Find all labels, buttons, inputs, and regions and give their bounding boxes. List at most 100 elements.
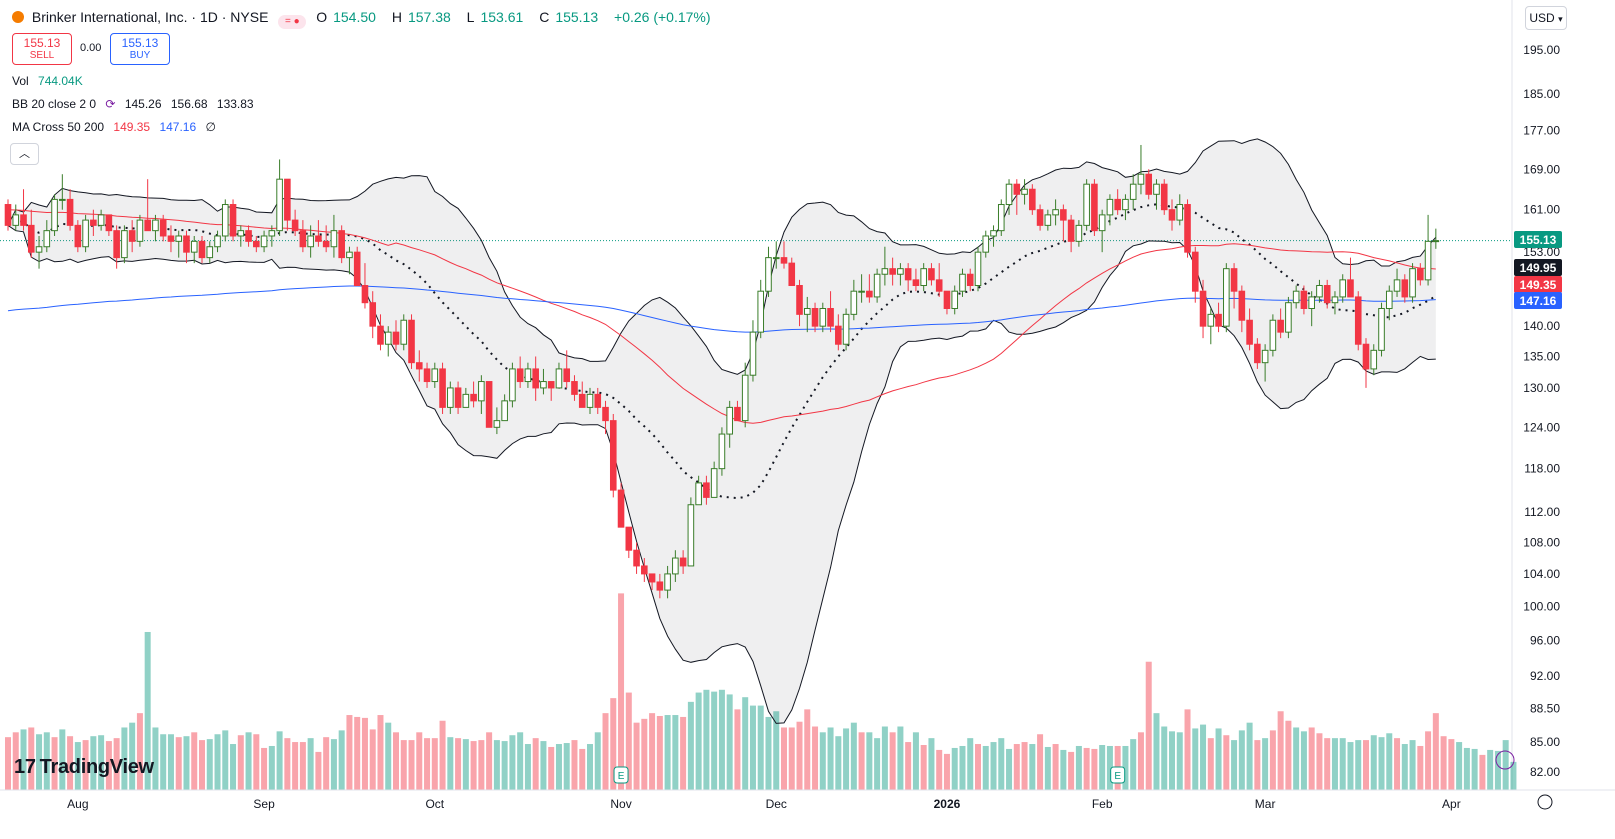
candle-body: [1339, 279, 1347, 298]
volume-bar: [12, 732, 19, 790]
volume-bar: [447, 737, 454, 790]
volume-bar: [602, 713, 609, 790]
volume-bar: [850, 722, 857, 790]
candle-body: [384, 331, 392, 345]
candle-body: [803, 307, 811, 315]
candle-body: [1277, 319, 1284, 333]
volume-bar: [113, 738, 120, 790]
buy-button[interactable]: 155.13 BUY: [110, 33, 170, 65]
candle-body: [726, 406, 733, 435]
candle-body: [757, 290, 765, 333]
volume-bar: [136, 713, 143, 790]
candle-body: [540, 381, 547, 389]
visibility-toggle-icon[interactable]: = ●: [278, 15, 307, 29]
earnings-marker-label: E: [1114, 771, 1121, 782]
volume-bar: [330, 739, 337, 790]
volume-bar: [237, 735, 244, 790]
price-tick-label: 140.00: [1523, 319, 1560, 333]
candle-body: [1238, 290, 1246, 321]
spread-value: 0.00: [80, 42, 102, 54]
volume-bar: [571, 740, 578, 790]
volume-bar: [354, 716, 361, 790]
candle-body: [617, 489, 625, 528]
candle-body: [1378, 307, 1385, 351]
price-tick-label: 161.00: [1523, 203, 1560, 217]
refresh-icon[interactable]: ⟳: [105, 97, 116, 111]
candle-body: [1122, 198, 1129, 211]
volume-bar: [1339, 738, 1346, 790]
bb-legend[interactable]: BB 20 close 2 0 ⟳ 145.26 156.68 133.83: [12, 97, 260, 111]
price-tick-label: 177.00: [1523, 124, 1560, 138]
candle-body: [710, 468, 718, 498]
volume-bar: [1254, 740, 1261, 790]
volume-bar: [98, 735, 105, 790]
symbol-title[interactable]: Brinker International, Inc. · 1D · NYSE: [31, 9, 269, 25]
volume-legend[interactable]: Vol 744.04K: [12, 74, 89, 88]
candle-body: [625, 526, 633, 551]
close-value: 155.13: [555, 9, 599, 25]
candle-body: [788, 262, 796, 287]
volume-bar: [1308, 727, 1315, 790]
candle-body: [1424, 240, 1432, 281]
volume-bar: [951, 747, 958, 790]
bb-label: BB 20 close 2 0: [12, 97, 97, 111]
volume-bar: [765, 716, 772, 790]
candle-body: [1060, 209, 1067, 221]
volume-bar: [1370, 735, 1377, 790]
ma-cross-legend[interactable]: MA Cross 50 200 149.35 147.16 ∅: [12, 120, 222, 134]
currency-label: USD: [1529, 11, 1555, 25]
bb-basis-price-tag-bg: [1514, 276, 1562, 293]
candle-body: [734, 406, 741, 422]
candle-body: [850, 290, 858, 315]
candle-body: [377, 325, 384, 345]
volume-bar: [1029, 744, 1036, 790]
volume-bar: [897, 726, 904, 790]
collapse-legend-button[interactable]: ︿: [10, 143, 39, 165]
volume-bar: [555, 744, 562, 790]
volume-bar: [548, 746, 555, 790]
price-tick-label: 88.50: [1530, 701, 1560, 715]
volume-bar: [718, 689, 725, 790]
volume-bar: [625, 692, 632, 790]
volume-bar: [912, 732, 919, 790]
candle-body: [4, 204, 12, 226]
volume-bar: [501, 741, 508, 790]
volume-bar: [1502, 740, 1509, 790]
candle-body: [532, 368, 539, 389]
volume-bar: [1106, 745, 1113, 790]
tradingview-logo[interactable]: 17 TradingView: [14, 756, 154, 779]
volume-bar: [1037, 734, 1044, 790]
time-axis[interactable]: Aug Sep Oct Nov Dec 2026 Feb Mar Apr: [0, 750, 1615, 811]
price-tick-label: 100.00: [1523, 600, 1560, 614]
time-tick-label: Dec: [766, 797, 787, 811]
volume-bar: [1331, 738, 1338, 790]
volume-bar: [1176, 732, 1183, 790]
volume-bar: [1277, 711, 1284, 790]
candle-body: [493, 420, 501, 428]
volume-bar: [1324, 738, 1331, 790]
candle-body: [578, 393, 586, 408]
ma50-price-tag: 149.95: [1520, 261, 1557, 275]
volume-bar: [905, 742, 912, 790]
candle-body: [1354, 296, 1362, 345]
currency-button[interactable]: USD ▾: [1525, 6, 1567, 30]
earnings-marker: [613, 766, 629, 784]
ma200-line: [7, 285, 1436, 333]
ma200-value: 147.16: [159, 120, 197, 134]
volume-bar: [493, 740, 500, 790]
candle-body: [648, 573, 656, 583]
volume-bar: [1013, 744, 1020, 790]
candle-body: [749, 331, 757, 376]
bb-basis-value: 145.26: [124, 97, 162, 111]
volume-bar: [517, 732, 524, 790]
sell-button[interactable]: 155.13 SELL: [12, 33, 72, 65]
candle-body: [641, 565, 648, 575]
volume-bar: [656, 715, 663, 790]
time-tick-label: Mar: [1255, 797, 1276, 811]
volume-bar: [292, 742, 299, 790]
change-value: +0.26 (+0.17%): [614, 9, 711, 25]
chevron-up-icon: ︿: [19, 148, 30, 160]
last-price-tag: 155.13: [1520, 233, 1557, 247]
